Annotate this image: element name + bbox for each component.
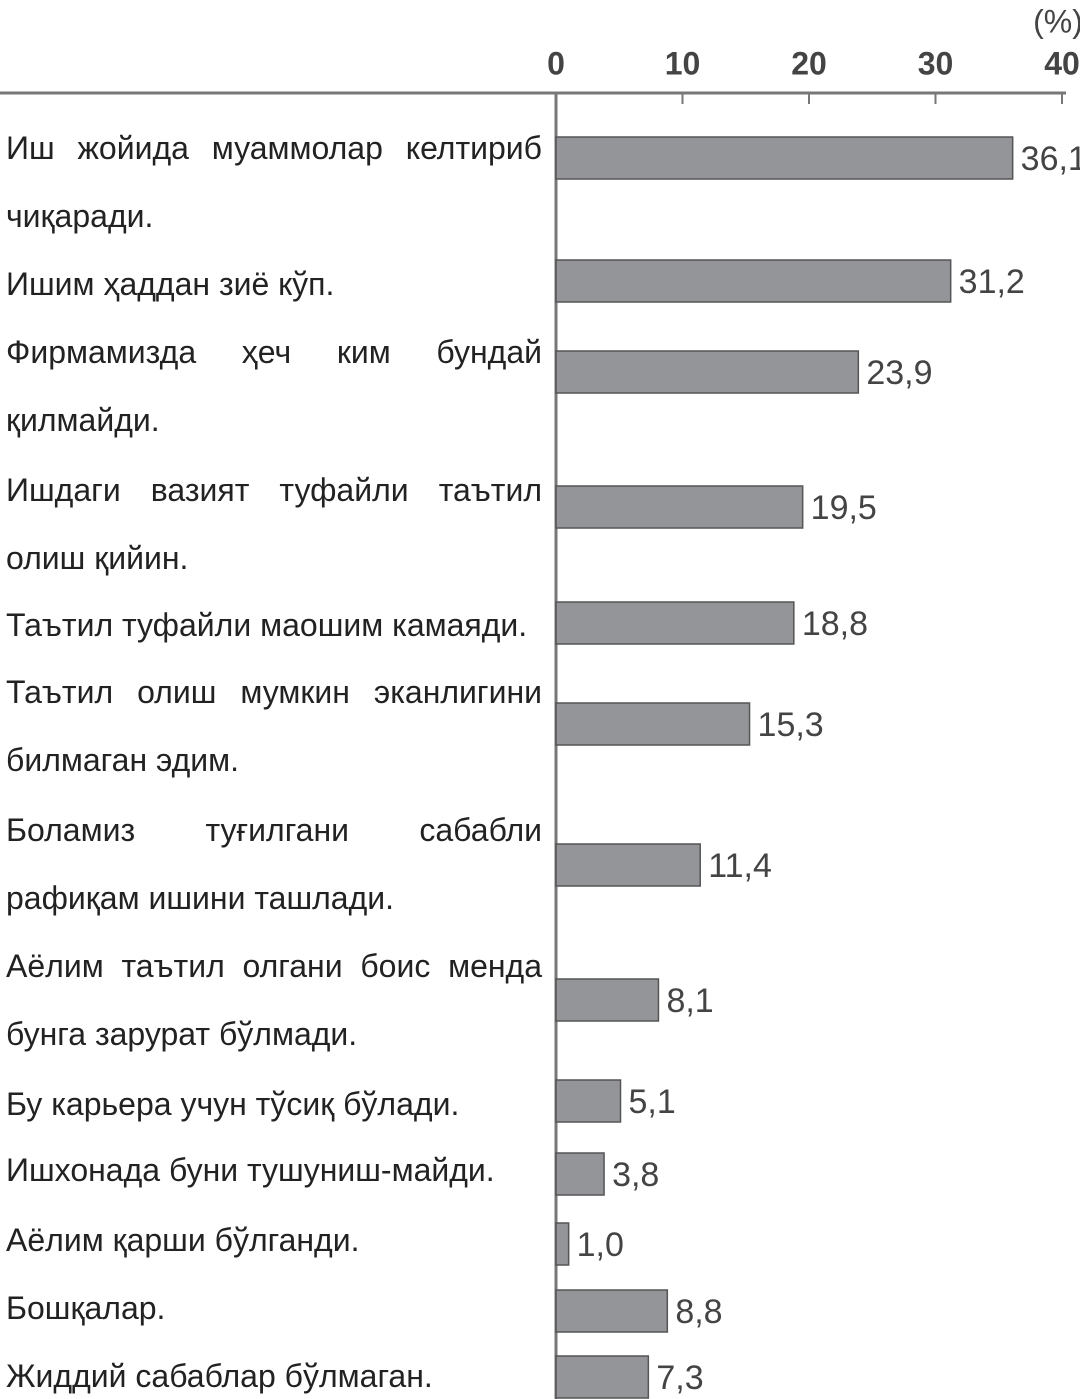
bar	[555, 1152, 605, 1196]
category-label: Иш жойида муаммолар келтириб чиқаради.	[6, 130, 542, 234]
value-label: 19,5	[811, 489, 877, 527]
value-label: 7,3	[656, 1359, 703, 1397]
value-label: 31,2	[959, 263, 1025, 301]
bar	[555, 350, 860, 394]
bar	[555, 601, 795, 645]
x-tick-label: 40	[1044, 45, 1080, 81]
category-label: Бу карьера учун тўсиқ бўлади.	[6, 1086, 460, 1122]
category-label: Аёлим таътил олгани боис менда бунга зар…	[6, 948, 542, 1052]
value-label: 11,4	[708, 847, 772, 885]
category-label: Ишдаги вазият туфайли таътил олиш қийин.	[6, 472, 542, 576]
category-label: Таътил олиш мумкин эканлигини билмаган э…	[6, 674, 542, 778]
value-label: 36,1	[1021, 140, 1080, 178]
bar	[555, 485, 804, 529]
value-label: 8,8	[675, 1293, 722, 1331]
category-label: Таътил туфайли маошим камаяди.	[6, 607, 528, 643]
category-label: Аёлим қарши бўлганди.	[6, 1222, 360, 1258]
x-tick-label: 30	[918, 45, 954, 81]
category-label: Фирмамизда ҳеч ким бундай қилмайди.	[6, 334, 542, 438]
category-label: Бошқалар.	[6, 1290, 166, 1326]
bar	[555, 843, 701, 887]
category-label: Ишхонада буни тушуниш-майди.	[6, 1152, 495, 1188]
bar	[555, 259, 952, 303]
value-label: 3,8	[612, 1156, 659, 1194]
value-label: 18,8	[802, 605, 868, 643]
value-label: 5,1	[629, 1083, 676, 1121]
category-label: Боламиз туғилгани сабабли рафиқам ишини …	[6, 812, 542, 916]
x-tick-label: 20	[791, 45, 827, 81]
x-tick-label: 0	[547, 45, 565, 81]
value-label: 1,0	[577, 1226, 624, 1264]
x-tick-label: 10	[665, 45, 701, 81]
category-label: Жиддий сабаблар бўлмаган.	[6, 1358, 433, 1394]
unit-label: (%)	[1033, 3, 1080, 39]
bar	[555, 1355, 650, 1399]
bar	[555, 1289, 669, 1333]
bar	[555, 1079, 622, 1123]
bar	[555, 978, 660, 1022]
value-label: 15,3	[758, 706, 824, 744]
bar	[555, 136, 1014, 180]
bar	[555, 1222, 570, 1266]
value-label: 23,9	[866, 354, 932, 392]
value-label: 8,1	[666, 982, 713, 1020]
bar	[555, 702, 751, 746]
category-label: Ишим ҳаддан зиё кўп.	[6, 266, 335, 302]
